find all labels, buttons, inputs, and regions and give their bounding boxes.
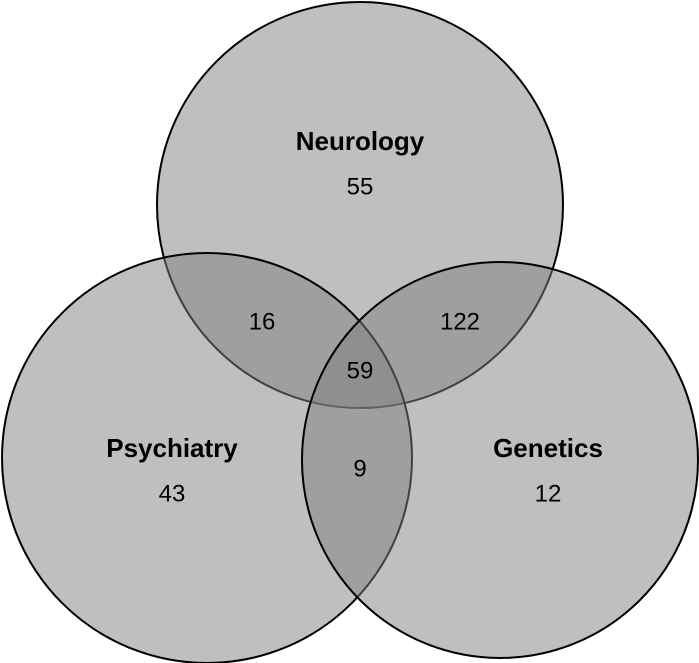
set-count: 43 [159,480,186,507]
intersection-count: 122 [440,308,480,335]
set-count: 12 [535,480,562,507]
intersection-count: 59 [347,357,374,384]
set-name: Neurology [296,126,425,156]
set-circle [301,261,699,659]
intersection-count: 9 [353,455,366,482]
set-count: 55 [347,173,374,200]
set-name: Psychiatry [106,433,238,463]
set-name: Genetics [493,433,603,463]
intersection-count: 16 [249,308,276,335]
